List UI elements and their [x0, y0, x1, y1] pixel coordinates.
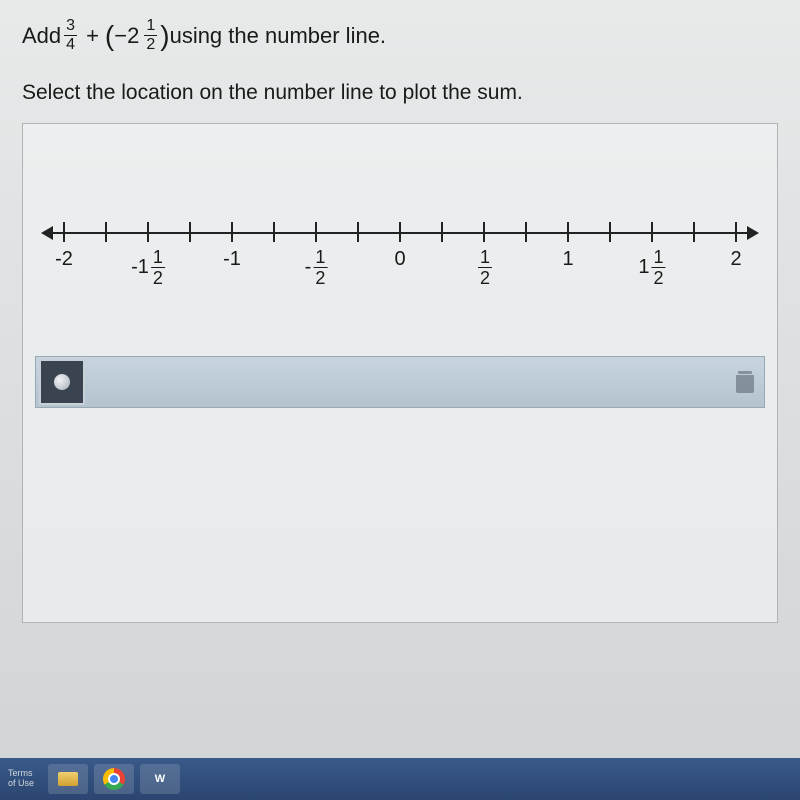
mixed-neg-2-1-2: −2 1 2	[114, 18, 160, 53]
word-icon[interactable]: W	[140, 764, 180, 794]
tick-label: 0	[394, 248, 405, 271]
close-paren: )	[160, 22, 169, 50]
tick-major[interactable]	[399, 222, 401, 242]
trash-icon[interactable]	[736, 371, 754, 393]
fraction-3-4: 3 4	[64, 18, 77, 53]
tick-label: -12	[305, 248, 328, 287]
tick-minor[interactable]	[525, 222, 527, 242]
prompt-suffix: using the number line.	[170, 23, 386, 49]
plus-sign: +	[86, 23, 99, 49]
tick-label: -2	[55, 248, 73, 271]
tick-major[interactable]	[63, 222, 65, 242]
numberline-panel: -2 -112 -1 -12 0 12 1 112 2	[22, 123, 778, 623]
terms-link[interactable]: Terms of Use	[8, 769, 42, 789]
tick-major[interactable]	[147, 222, 149, 242]
tick-major[interactable]	[735, 222, 737, 242]
prompt-text: Add 3 4 + ( −2 1 2 ) using the number li…	[22, 18, 778, 53]
windows-taskbar: Terms of Use W	[0, 758, 800, 800]
tick-major[interactable]	[651, 222, 653, 242]
tick-minor[interactable]	[273, 222, 275, 242]
tick-major[interactable]	[315, 222, 317, 242]
explorer-icon[interactable]	[48, 764, 88, 794]
tick-minor[interactable]	[441, 222, 443, 242]
instruction-text: Select the location on the number line t…	[22, 81, 778, 105]
tick-minor[interactable]	[357, 222, 359, 242]
tick-label: -112	[131, 248, 165, 287]
tick-label: 12	[476, 248, 492, 287]
tick-major[interactable]	[231, 222, 233, 242]
open-paren: (	[105, 22, 114, 50]
tick-label: 1	[562, 248, 573, 271]
tick-major[interactable]	[483, 222, 485, 242]
tick-minor[interactable]	[189, 222, 191, 242]
tick-label: -1	[223, 248, 241, 271]
numberline[interactable]: -2 -112 -1 -12 0 12 1 112 2	[43, 214, 757, 344]
question-screen: Add 3 4 + ( −2 1 2 ) using the number li…	[0, 0, 800, 800]
tick-minor[interactable]	[105, 222, 107, 242]
tick-label: 112	[638, 248, 665, 287]
plot-toolbar	[35, 356, 765, 408]
arrow-right-icon	[747, 226, 759, 240]
point-tool-button[interactable]	[39, 359, 85, 405]
prompt-prefix: Add	[22, 23, 61, 49]
tick-major[interactable]	[567, 222, 569, 242]
tick-minor[interactable]	[609, 222, 611, 242]
point-icon	[54, 374, 70, 390]
tick-label: 2	[730, 248, 741, 271]
tick-minor[interactable]	[693, 222, 695, 242]
chrome-icon[interactable]	[94, 764, 134, 794]
